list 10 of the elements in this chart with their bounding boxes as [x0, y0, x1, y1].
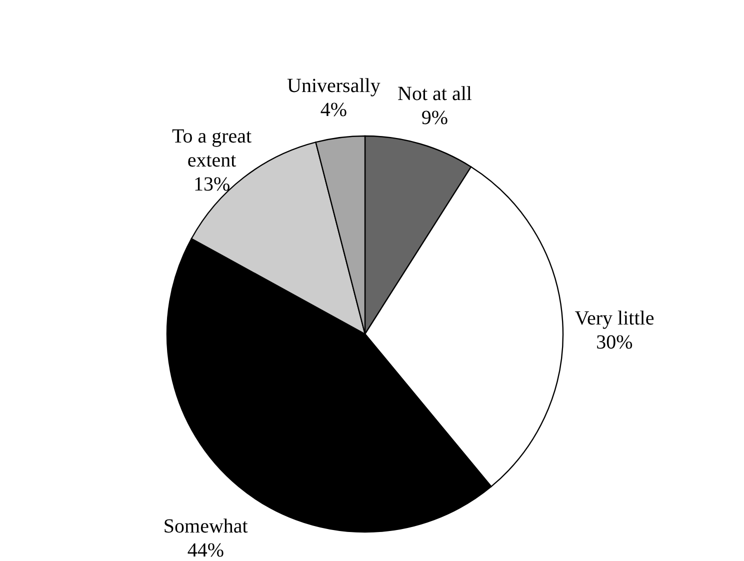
slice-label: Somewhat	[163, 516, 248, 538]
slice-label: To a great extent	[172, 125, 252, 172]
slice-label: Not at all	[398, 82, 472, 105]
data-label: 4%	[320, 98, 348, 121]
data-label: 9%	[421, 106, 448, 129]
data-label: 13%	[193, 173, 230, 196]
slice-label: Very little	[574, 307, 654, 330]
slice-label: Universally	[287, 74, 380, 97]
data-label: 30%	[596, 331, 633, 354]
data-label: 44%	[187, 540, 224, 561]
